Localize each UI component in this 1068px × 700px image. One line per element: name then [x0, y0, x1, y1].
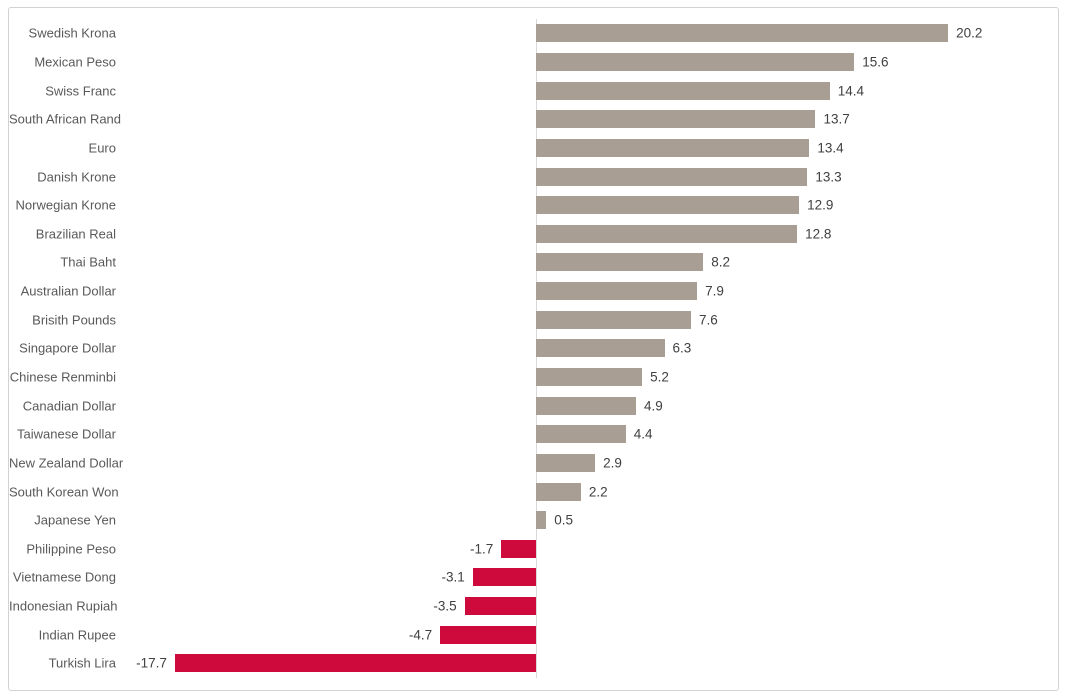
category-label: Danish Krone — [37, 169, 116, 185]
positive-bar — [536, 196, 800, 215]
chart-row: Chinese Renminbi 5.2 — [9, 363, 1058, 392]
positive-bar — [536, 511, 547, 530]
positive-bar — [536, 81, 830, 100]
positive-bar — [536, 310, 692, 329]
category-label: Swiss Franc — [45, 83, 116, 99]
category-label: Vietnamese Dong — [12, 569, 116, 585]
chart-row: Indian Rupee -4.7 — [9, 620, 1058, 649]
category-label: South African Rand — [9, 111, 122, 127]
chart-row: New Zealand Dollar 2.9 — [9, 449, 1058, 478]
positive-bar — [536, 253, 704, 272]
value-label: -4.7 — [408, 627, 433, 643]
value-label: 5.2 — [650, 369, 669, 385]
value-label: 13.7 — [823, 111, 850, 127]
positive-bar — [536, 339, 665, 358]
chart-row: South African Rand 13.7 — [9, 105, 1058, 134]
category-label: Euro — [88, 140, 116, 156]
category-label: Philippine Peso — [26, 541, 116, 557]
value-label: 8.2 — [711, 254, 731, 270]
value-label: 2.9 — [603, 455, 622, 471]
positive-bar — [536, 453, 596, 472]
value-label: 6.3 — [672, 340, 692, 356]
value-label: 13.4 — [817, 140, 844, 156]
negative-bar — [174, 654, 536, 673]
chart-row: Australian Dollar 7.9 — [9, 277, 1058, 306]
category-label: Canadian Dollar — [22, 398, 116, 414]
value-label: 4.4 — [633, 426, 653, 442]
category-label: Thai Baht — [60, 254, 116, 270]
value-label: -17.7 — [136, 655, 167, 671]
chart-row: Swiss Franc 14.4 — [9, 76, 1058, 105]
negative-bar — [501, 539, 536, 558]
chart-row: Brisith Pounds 7.6 — [9, 305, 1058, 334]
value-label: 7.6 — [699, 312, 718, 328]
category-label: South Korean Won — [9, 484, 119, 500]
chart-row: South Korean Won 2.2 — [9, 477, 1058, 506]
category-label: Brisith Pounds — [32, 312, 116, 328]
category-label: Singapore Dollar — [19, 340, 116, 356]
negative-bar — [440, 625, 536, 644]
value-label: 7.9 — [705, 283, 724, 299]
category-label: Mexican Peso — [34, 54, 116, 70]
chart-row: Vietnamese Dong -3.1 — [9, 563, 1058, 592]
category-label: Norwegian Krone — [15, 197, 116, 213]
value-label: -3.1 — [441, 569, 465, 585]
chart-row: Philippine Peso -1.7 — [9, 535, 1058, 564]
category-label: Indonesian Rupiah — [9, 598, 118, 614]
chart-row: Turkish Lira -17.7 — [9, 649, 1058, 678]
chart-row: Taiwanese Dollar 4.4 — [9, 420, 1058, 449]
value-label: 4.9 — [643, 398, 663, 414]
positive-bar — [536, 482, 581, 501]
positive-bar — [536, 52, 855, 71]
negative-bar — [464, 597, 536, 616]
positive-bar — [536, 224, 798, 243]
chart-row: Brazilian Real 12.8 — [9, 219, 1058, 248]
value-label: 0.5 — [554, 512, 573, 528]
value-label: -1.7 — [470, 541, 494, 557]
positive-bar — [536, 368, 643, 386]
category-label: Turkish Lira — [48, 655, 116, 671]
value-label: 12.9 — [807, 197, 834, 213]
negative-bar — [472, 568, 536, 587]
positive-bar — [536, 282, 698, 301]
positive-bar — [536, 425, 626, 444]
currency-bar-chart: Swedish Krona 20.2 Mexican Peso 15.6 Swiss F… — [9, 19, 1058, 678]
chart-row: Danish Krone 13.3 — [9, 162, 1058, 191]
positive-bar — [536, 396, 636, 415]
positive-bar — [536, 110, 816, 129]
category-label: Australian Dollar — [20, 283, 116, 299]
category-label: Indian Rupee — [38, 627, 116, 643]
chart-card: Swedish Krona 20.2 Mexican Peso 15.6 Swiss F… — [8, 7, 1059, 691]
value-label: 2.2 — [588, 484, 608, 500]
value-label: 14.4 — [837, 83, 865, 99]
value-label: 12.8 — [805, 226, 832, 242]
category-label: Brazilian Real — [35, 226, 116, 242]
category-label: Taiwanese Dollar — [17, 426, 116, 442]
value-label: 15.6 — [862, 54, 889, 70]
chart-row: Thai Baht 8.2 — [9, 248, 1058, 277]
chart-row: Euro 13.4 — [9, 134, 1058, 163]
value-label: 20.2 — [956, 25, 983, 41]
chart-row: Mexican Peso 15.6 — [9, 48, 1058, 77]
chart-row: Indonesian Rupiah -3.5 — [9, 592, 1058, 621]
category-label: Swedish Krona — [28, 25, 116, 41]
chart-row: Singapore Dollar 6.3 — [9, 334, 1058, 363]
positive-bar — [536, 24, 949, 43]
value-label: 13.3 — [815, 169, 842, 185]
category-label: Chinese Renminbi — [9, 369, 116, 385]
chart-row: Swedish Krona 20.2 — [9, 19, 1058, 48]
positive-bar — [536, 138, 810, 157]
chart-row: Norwegian Krone 12.9 — [9, 191, 1058, 220]
positive-bar — [536, 167, 808, 186]
category-label: Japanese Yen — [34, 512, 116, 528]
chart-row: Japanese Yen 0.5 — [9, 506, 1058, 535]
value-label: -3.5 — [433, 598, 457, 614]
category-label: New Zealand Dollar — [9, 455, 124, 471]
chart-row: Canadian Dollar 4.9 — [9, 391, 1058, 420]
